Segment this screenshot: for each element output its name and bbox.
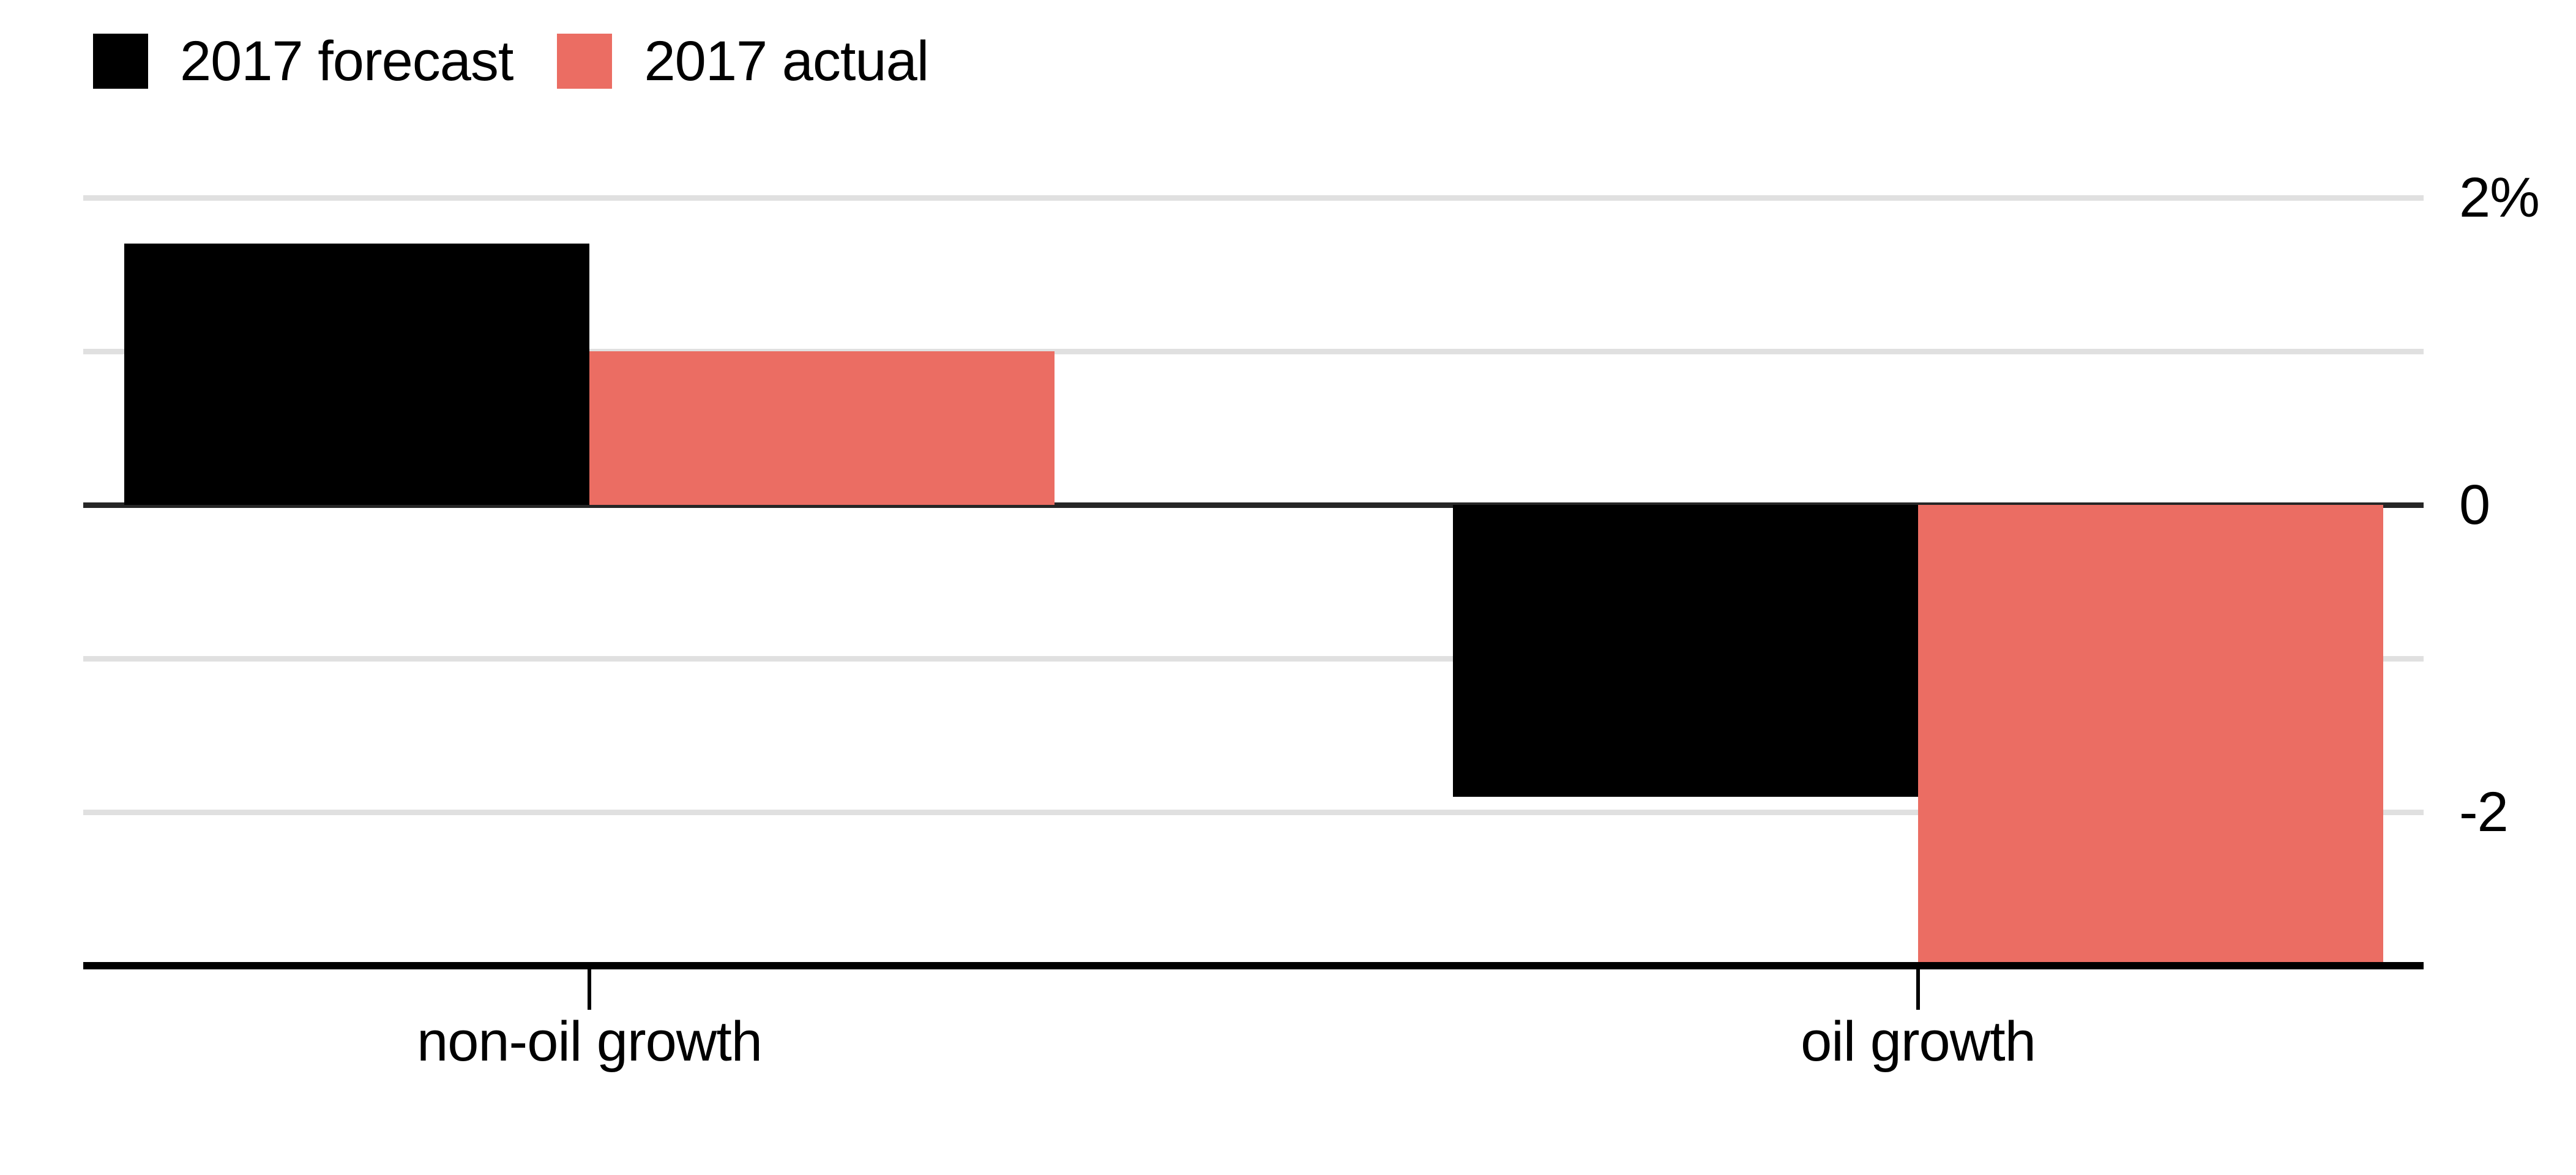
legend-swatch-actual-icon: [557, 34, 613, 89]
bar-actual-0: [589, 351, 1055, 505]
x-tick-0: [588, 969, 591, 1010]
legend-item-actual: 2017 actual: [557, 30, 929, 92]
x-category-label-1: oil growth: [1801, 1010, 2036, 1073]
legend-item-forecast: 2017 forecast: [93, 32, 513, 91]
bar-actual-1: [1918, 505, 2383, 966]
gridline-2: [83, 195, 2424, 201]
legend-swatch-forecast-icon: [93, 34, 148, 89]
zero-gridline: [83, 502, 2424, 508]
legend: 2017 forecast 2017 actual: [93, 30, 929, 92]
y-tick-label-0: 0: [2459, 474, 2490, 536]
legend-label-actual: 2017 actual: [644, 30, 929, 92]
bar-forecast-1: [1453, 505, 1918, 797]
x-category-label-0: non-oil growth: [417, 1010, 763, 1073]
x-axis-line: [83, 962, 2424, 969]
y-tick-label--2: -2: [2459, 781, 2509, 843]
gridline--1: [83, 656, 2424, 662]
x-tick-1: [1916, 969, 1920, 1010]
gridline-1: [83, 349, 2424, 354]
bar-forecast-0: [124, 244, 589, 505]
y-tick-label-2: 2%: [2459, 166, 2540, 229]
gridline--2: [83, 810, 2424, 815]
legend-label-forecast: 2017 forecast: [180, 30, 513, 92]
